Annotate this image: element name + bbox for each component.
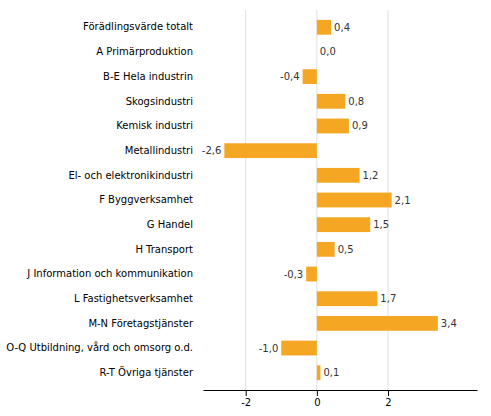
data-label: 0,0 (320, 46, 336, 57)
y-tick: B-E Hela industrin (103, 71, 193, 82)
y-tick-label: Kemisk industri (116, 120, 193, 131)
y-tick: A Primärproduktion (96, 46, 193, 57)
bar (317, 316, 438, 331)
bar (224, 143, 317, 158)
bar (281, 341, 317, 356)
bar (316, 45, 317, 60)
y-tick-label: Metallindustri (125, 145, 193, 156)
data-label: 3,4 (441, 318, 457, 329)
bar (317, 94, 345, 109)
bar (303, 69, 317, 84)
data-label: -0,3 (284, 269, 304, 280)
bar (306, 267, 317, 282)
data-label: 1,5 (373, 219, 389, 230)
data-label: 0,4 (334, 22, 350, 33)
y-tick-label: H Transport (135, 244, 193, 255)
data-label: 0,1 (323, 367, 339, 378)
x-tick: 2 (385, 390, 391, 408)
bar (317, 119, 349, 134)
y-axis: Förädlingsvärde totalt A Primärproduktion… (6, 21, 194, 377)
data-label: 2,1 (395, 195, 411, 206)
y-tick-label: O-Q Utbildning, vård och omsorg o.d. (6, 341, 193, 353)
y-tick-label: Skogsindustri (126, 95, 193, 106)
y-tick: Kemisk industri (116, 120, 193, 131)
bar (317, 242, 335, 257)
y-tick: Skogsindustri (126, 95, 193, 106)
data-label: -0,4 (280, 71, 300, 82)
data-label: 1,2 (363, 170, 379, 181)
bar (317, 217, 370, 232)
y-tick: F Byggverksamhet (99, 194, 193, 205)
chart: -2 0 2 Förädlingsvärde totalt A Primärproduk… (0, 0, 491, 416)
y-tick-label: Förädlingsvärde totalt (83, 21, 193, 32)
y-tick-label: F Byggverksamhet (99, 194, 193, 205)
data-label: 0,8 (348, 96, 364, 107)
bar (317, 168, 360, 183)
x-tick: -2 (241, 390, 251, 408)
grid-line (245, 10, 246, 390)
x-tick-label: -2 (241, 397, 251, 408)
data-label: 0,5 (338, 244, 354, 255)
y-tick-label: L Fastighetsverksamhet (74, 293, 193, 304)
y-tick: El- och elektronikindustri (68, 170, 193, 181)
x-tick-mark (388, 390, 389, 396)
y-tick-label: R-T Övriga tjänster (100, 366, 194, 378)
y-tick: L Fastighetsverksamhet (74, 293, 193, 304)
data-labels: 0,4 0,0 -0,4 0,8 0,9 -2,6 1,2 2,1 1,5 0,5 -0,3 1,7 3… (202, 22, 457, 378)
y-tick-label: B-E Hela industrin (103, 71, 193, 82)
data-label: -1,0 (259, 343, 279, 354)
bar (317, 365, 321, 380)
x-tick-mark (317, 390, 318, 396)
y-tick-label: G Handel (147, 219, 193, 230)
x-axis-line (204, 390, 478, 391)
data-label: 0,9 (352, 120, 368, 131)
plot: -2 0 2 Förädlingsvärde totalt A Primärproduk… (6, 10, 477, 408)
bar (317, 193, 392, 208)
y-tick: Metallindustri (125, 145, 193, 156)
bar (317, 20, 331, 35)
x-tick-label: 2 (385, 397, 391, 408)
y-tick-label: M-N Företagstjänster (88, 318, 194, 329)
y-tick-label: A Primärproduktion (96, 46, 193, 57)
y-tick: H Transport (135, 244, 193, 255)
y-tick-label: J Information och kommunikation (26, 268, 193, 279)
y-tick: R-T Övriga tjänster (100, 366, 194, 378)
x-tick: 0 (314, 390, 320, 408)
y-tick: O-Q Utbildning, vård och omsorg o.d. (6, 341, 193, 353)
x-tick-label: 0 (314, 397, 320, 408)
data-label: 1,7 (380, 293, 396, 304)
y-tick: J Information och kommunikation (26, 268, 193, 279)
y-tick: M-N Företagstjänster (88, 318, 194, 329)
data-label: -2,6 (202, 145, 222, 156)
bars (224, 20, 438, 380)
bar (317, 291, 377, 306)
y-tick: G Handel (147, 219, 193, 230)
x-tick-mark (246, 390, 247, 396)
y-tick-label: El- och elektronikindustri (68, 170, 193, 181)
y-tick: Förädlingsvärde totalt (83, 21, 193, 32)
x-axis: -2 0 2 (204, 390, 478, 408)
